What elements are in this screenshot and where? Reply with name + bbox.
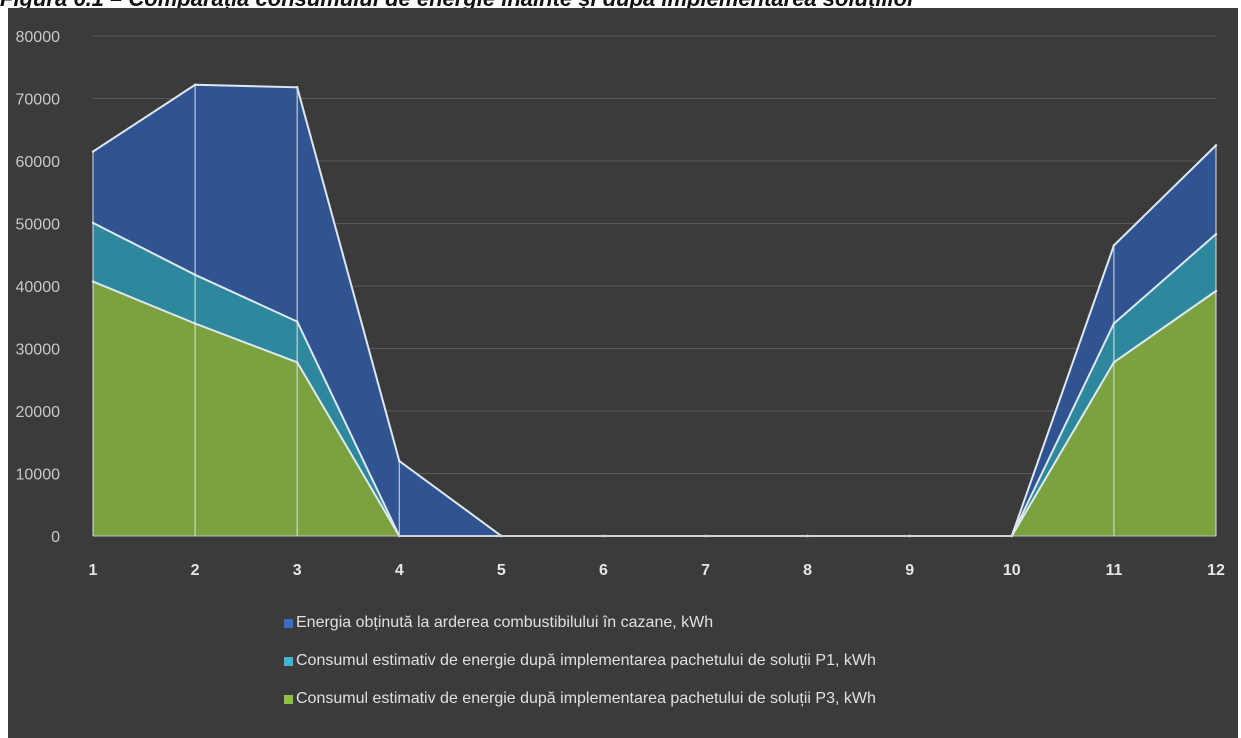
legend-swatch-p3 <box>284 694 293 704</box>
legend-label-p1: Consumul estimativ de energie după imple… <box>296 652 876 669</box>
y-tick-label-0: 0 <box>51 529 60 546</box>
y-tick-label-70000: 70000 <box>16 92 61 109</box>
area-series-3 <box>93 281 1216 536</box>
x-tick-label-3: 3 <box>293 562 302 579</box>
area-chart: 0 10000 20000 30000 40000 50000 60000 70000 8000… <box>16 29 1226 579</box>
x-tick-label-5: 5 <box>497 562 506 579</box>
y-tick-label-30000: 30000 <box>16 342 61 359</box>
legend: Energia obținută la arderea combustibilu… <box>284 604 876 718</box>
x-tick-label-4: 4 <box>395 562 404 579</box>
legend-item-p3: Consumul estimativ de energie după imple… <box>284 680 876 718</box>
legend-swatch-boiler-energy <box>284 618 293 628</box>
y-tick-label-10000: 10000 <box>16 467 61 484</box>
figure-caption: Figura 6.1 – Comparația consumului de en… <box>0 0 1241 10</box>
x-tick-label-9: 9 <box>905 562 914 579</box>
x-tick-label-12: 12 <box>1207 562 1225 579</box>
legend-label-p3: Consumul estimativ de energie după imple… <box>296 690 876 707</box>
x-tick-label-11: 11 <box>1105 562 1122 579</box>
y-tick-label-60000: 60000 <box>16 154 61 171</box>
legend-swatch-p1 <box>284 656 293 666</box>
y-axis-ticks: 0 10000 20000 30000 40000 50000 60000 70000 8000… <box>16 29 61 546</box>
x-tick-label-2: 2 <box>191 562 200 579</box>
legend-label-boiler-energy: Energia obținută la arderea combustibilu… <box>296 614 714 631</box>
x-tick-label-6: 6 <box>599 562 608 579</box>
x-tick-label-8: 8 <box>803 562 812 579</box>
legend-item-p1: Consumul estimativ de energie după imple… <box>284 642 876 680</box>
area-series-1 <box>93 84 1216 537</box>
area-series-group <box>91 83 1218 538</box>
y-tick-label-80000: 80000 <box>16 29 61 46</box>
x-tick-label-7: 7 <box>701 562 710 579</box>
x-axis-ticks: 1 2 3 4 5 6 7 8 9 10 11 12 <box>89 562 1225 579</box>
x-tick-label-10: 10 <box>1003 562 1021 579</box>
category-lines <box>92 84 1217 537</box>
x-tick-label-1: 1 <box>89 562 98 579</box>
y-tick-label-20000: 20000 <box>16 404 61 421</box>
y-tick-label-40000: 40000 <box>16 279 61 296</box>
y-tick-label-50000: 50000 <box>16 217 61 234</box>
legend-item-boiler-energy: Energia obținută la arderea combustibilu… <box>284 604 876 642</box>
chart-panel: 0 10000 20000 30000 40000 50000 60000 70000 8000… <box>8 8 1238 738</box>
